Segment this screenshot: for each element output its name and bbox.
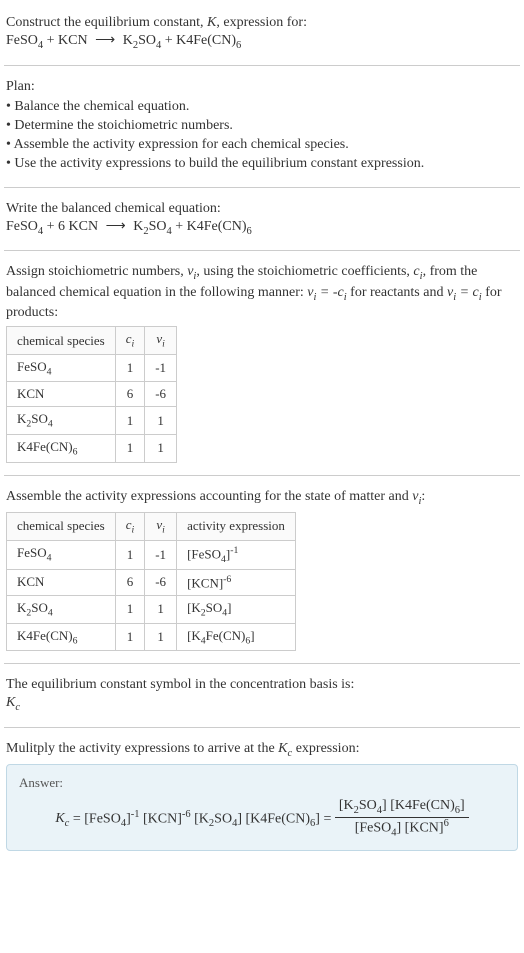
- cell-activity: [K2SO4]: [177, 595, 296, 623]
- table-row: FeSO4 1 -1: [7, 354, 177, 382]
- answer-box: Answer: Kc = [FeSO4]-1 [KCN]-6 [K2SO4] […: [6, 764, 518, 851]
- cell-species: K4Fe(CN)6: [7, 435, 116, 463]
- col-vi: νi: [145, 513, 177, 541]
- table-header-row: chemical species ci νi activity expressi…: [7, 513, 296, 541]
- multiply-t1: Mulitply the activity expressions to arr…: [6, 741, 278, 756]
- col-vi: νi: [145, 327, 177, 355]
- assemble-t1: Assemble the activity expressions accoun…: [6, 489, 412, 504]
- table-row: K2SO4 1 1 [K2SO4]: [7, 595, 296, 623]
- kc-symbol-line1: The equilibrium constant symbol in the c…: [6, 676, 518, 694]
- table-row: K4Fe(CN)6 1 1: [7, 435, 177, 463]
- kc-symbol-section: The equilibrium constant symbol in the c…: [4, 670, 520, 721]
- divider: [4, 727, 520, 728]
- cell-activity: [K4Fe(CN)6]: [177, 623, 296, 651]
- assign-t2: , using the stoichiometric coefficients,: [196, 264, 413, 279]
- assemble-section: Assemble the activity expressions accoun…: [4, 482, 520, 657]
- assign-t1: Assign stoichiometric numbers,: [6, 264, 187, 279]
- plan-item: • Assemble the activity expression for e…: [6, 136, 518, 154]
- cell-vi: -6: [145, 382, 177, 407]
- cell-vi: -1: [145, 354, 177, 382]
- cell-activity: [KCN]-6: [177, 569, 296, 595]
- col-species: chemical species: [7, 513, 116, 541]
- assign-section: Assign stoichiometric numbers, νi, using…: [4, 257, 520, 468]
- table-row: KCN 6 -6: [7, 382, 177, 407]
- activity-table: chemical species ci νi activity expressi…: [6, 512, 296, 651]
- cell-vi: -6: [145, 569, 177, 595]
- cell-vi: 1: [145, 407, 177, 435]
- table-row: K4Fe(CN)6 1 1 [K4Fe(CN)6]: [7, 623, 296, 651]
- col-species: chemical species: [7, 327, 116, 355]
- header-section: Construct the equilibrium constant, K, e…: [4, 8, 520, 59]
- table-row: KCN 6 -6 [KCN]-6: [7, 569, 296, 595]
- divider: [4, 187, 520, 188]
- header-text1: Construct the equilibrium constant,: [6, 15, 207, 30]
- cell-activity: [FeSO4]-1: [177, 540, 296, 569]
- header-line1: Construct the equilibrium constant, K, e…: [6, 14, 518, 32]
- cell-species: K2SO4: [7, 595, 116, 623]
- table-row: K2SO4 1 1: [7, 407, 177, 435]
- multiply-t2: expression:: [292, 741, 359, 756]
- cell-vi: 1: [145, 435, 177, 463]
- divider: [4, 250, 520, 251]
- assemble-t2: :: [421, 489, 425, 504]
- assemble-text: Assemble the activity expressions accoun…: [6, 488, 518, 508]
- cell-vi: 1: [145, 595, 177, 623]
- cell-ci: 1: [115, 595, 145, 623]
- assign-t4: for reactants and: [347, 285, 447, 300]
- cell-ci: 6: [115, 569, 145, 595]
- cell-ci: 1: [115, 540, 145, 569]
- assign-vi: νi: [187, 264, 196, 279]
- plan-list: • Balance the chemical equation. • Deter…: [6, 98, 518, 174]
- cell-ci: 1: [115, 407, 145, 435]
- cell-ci: 1: [115, 435, 145, 463]
- divider: [4, 65, 520, 66]
- table-row: FeSO4 1 -1 [FeSO4]-1: [7, 540, 296, 569]
- multiply-kc: Kc: [278, 741, 292, 756]
- balanced-title: Write the balanced chemical equation:: [6, 200, 518, 218]
- cell-species: FeSO4: [7, 354, 116, 382]
- cell-vi: -1: [145, 540, 177, 569]
- multiply-section: Mulitply the activity expressions to arr…: [4, 734, 520, 858]
- cell-ci: 6: [115, 382, 145, 407]
- answer-formula: Kc = [FeSO4]-1 [KCN]-6 [K2SO4] [K4Fe(CN)…: [19, 798, 505, 840]
- cell-ci: 1: [115, 354, 145, 382]
- fraction-numerator: [K2SO4] [K4Fe(CN)6]: [335, 798, 469, 818]
- cell-species: K2SO4: [7, 407, 116, 435]
- col-ci: ci: [115, 513, 145, 541]
- cell-species: FeSO4: [7, 540, 116, 569]
- plan-item: • Balance the chemical equation.: [6, 98, 518, 116]
- plan-item: • Use the activity expressions to build …: [6, 155, 518, 173]
- plan-section: Plan: • Balance the chemical equation. •…: [4, 72, 520, 181]
- fraction-denominator: [FeSO4] [KCN]6: [335, 818, 469, 840]
- assign-eq2: νi = ci: [447, 285, 482, 300]
- table-header-row: chemical species ci νi: [7, 327, 177, 355]
- stoich-table: chemical species ci νi FeSO4 1 -1 KCN 6 …: [6, 326, 177, 462]
- assign-text: Assign stoichiometric numbers, νi, using…: [6, 263, 518, 322]
- header-text2: , expression for:: [216, 15, 307, 30]
- cell-species: KCN: [7, 382, 116, 407]
- cell-species: K4Fe(CN)6: [7, 623, 116, 651]
- assign-ci: ci: [413, 264, 422, 279]
- cell-ci: 1: [115, 623, 145, 651]
- answer-label: Answer:: [19, 775, 505, 792]
- divider: [4, 663, 520, 664]
- col-activity: activity expression: [177, 513, 296, 541]
- cell-species: KCN: [7, 569, 116, 595]
- balanced-section: Write the balanced chemical equation: Fe…: [4, 194, 520, 245]
- balanced-equation: FeSO4 + 6 KCN ⟶ K2SO4 + K4Fe(CN)6: [6, 218, 518, 238]
- col-ci: ci: [115, 327, 145, 355]
- answer-fraction: [K2SO4] [K4Fe(CN)6] [FeSO4] [KCN]6: [335, 798, 469, 840]
- kc-symbol: Kc: [6, 694, 518, 714]
- cell-vi: 1: [145, 623, 177, 651]
- plan-title: Plan:: [6, 78, 518, 96]
- multiply-text: Mulitply the activity expressions to arr…: [6, 740, 518, 760]
- divider: [4, 475, 520, 476]
- header-K: K: [207, 15, 216, 30]
- plan-item: • Determine the stoichiometric numbers.: [6, 117, 518, 135]
- header-equation: FeSO4 + KCN ⟶ K2SO4 + K4Fe(CN)6: [6, 32, 518, 52]
- assign-eq1: νi = -ci: [307, 285, 346, 300]
